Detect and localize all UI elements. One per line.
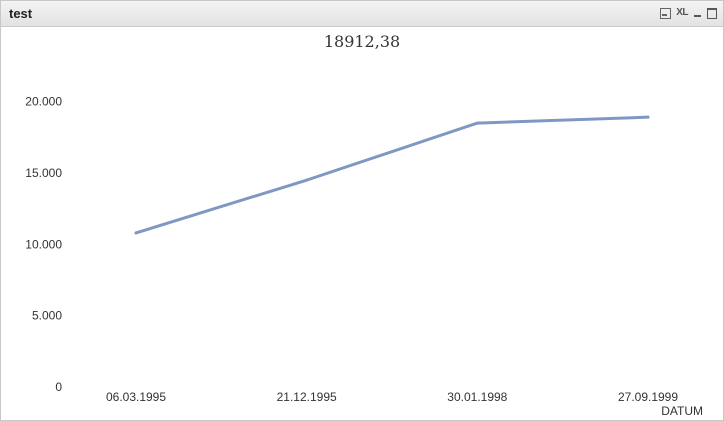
y-tick-label: 10.000 xyxy=(25,237,62,251)
y-tick-label: 0 xyxy=(55,380,62,394)
chart-title: 18912,38 xyxy=(323,32,401,51)
data-point xyxy=(305,178,309,182)
export-excel-button[interactable]: XL xyxy=(676,7,688,18)
data-point xyxy=(475,121,479,125)
y-tick-label: 15.000 xyxy=(25,166,62,180)
minimize-icon[interactable] xyxy=(693,9,702,18)
x-tick-label: 06.03.1995 xyxy=(106,390,166,404)
y-axis: 0 5.000 10.000 15.000 20.000 xyxy=(25,95,62,394)
caption-buttons: XL xyxy=(660,6,717,20)
maximize-icon[interactable] xyxy=(707,7,717,19)
printer-icon[interactable] xyxy=(660,7,672,19)
x-tick-label: 30.01.1998 xyxy=(447,390,507,404)
window-title: test xyxy=(9,6,33,21)
x-tick-label: 21.12.1995 xyxy=(277,390,337,404)
y-tick-label: 20.000 xyxy=(25,95,62,109)
y-tick-label: 5.000 xyxy=(32,309,62,323)
data-point xyxy=(134,231,138,235)
data-point xyxy=(646,115,650,119)
caption-bar[interactable]: test XL xyxy=(1,1,723,27)
x-tick-label: 27.09.1999 xyxy=(618,390,678,404)
x-axis: 06.03.1995 21.12.1995 30.01.1998 27.09.1999 xyxy=(106,390,678,404)
series-line xyxy=(134,115,650,235)
x-axis-title: DATUM xyxy=(661,404,703,418)
